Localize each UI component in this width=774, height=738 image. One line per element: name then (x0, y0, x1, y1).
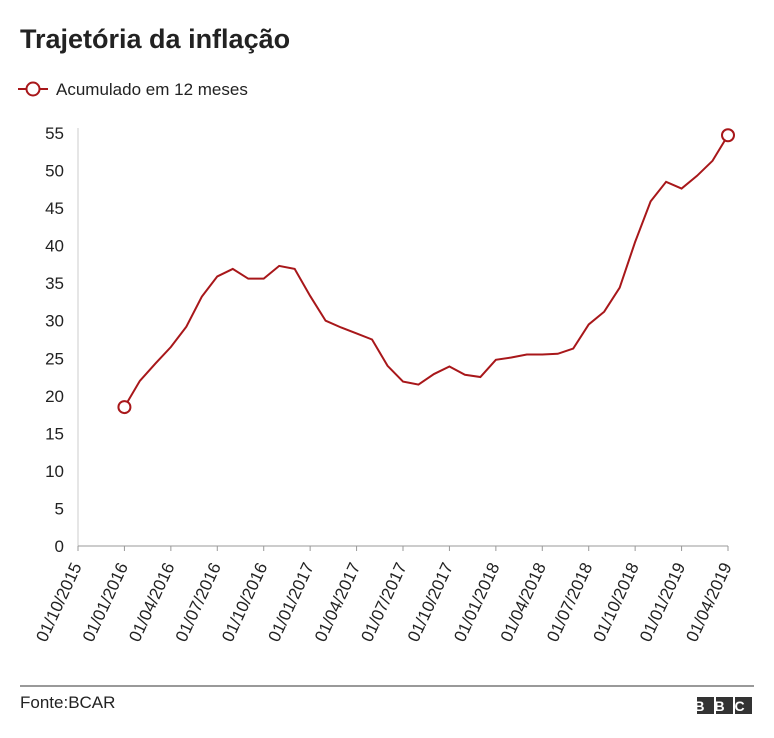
end-marker (721, 128, 735, 143)
x-tick-label: 01/04/2016 (125, 560, 178, 645)
chart-title: Trajetória da inflação (20, 24, 290, 54)
x-tick-label: 01/01/2019 (636, 560, 689, 645)
x-tick-label: 01/07/2016 (172, 560, 225, 645)
x-tick-label: 01/10/2017 (404, 560, 457, 645)
x-tick-label: 01/10/2015 (32, 560, 85, 645)
source: Fonte:BCAR (20, 693, 115, 712)
y-tick-label: 10 (45, 462, 64, 481)
y-tick-label: 5 (55, 499, 64, 518)
series-line (123, 134, 729, 408)
legend-marker (25, 81, 41, 97)
legend-label: Acumulado em 12 meses (56, 80, 248, 99)
logo-box (697, 697, 714, 714)
y-tick-label: 45 (45, 199, 64, 218)
x-tick-label: 01/10/2018 (590, 560, 643, 645)
y-tick-label: 30 (45, 312, 64, 331)
x-tick-label: 01/01/2016 (79, 560, 132, 645)
x-tick-label: 01/01/2018 (450, 560, 503, 645)
x-tick-label: 01/07/2018 (543, 560, 596, 645)
x-tick-label: 01/07/2017 (357, 560, 410, 645)
x-tick-label: 01/10/2016 (218, 560, 271, 645)
y-tick-label: 0 (55, 537, 64, 556)
x-tick-label: 01/04/2017 (311, 560, 364, 645)
x-tick-label: 01/04/2018 (497, 560, 550, 645)
y-tick-label: 20 (45, 387, 64, 406)
logo-box (735, 697, 752, 714)
y-tick-label: 40 (45, 237, 64, 256)
logo-text: BBC (694, 698, 754, 714)
y-tick-label: 25 (45, 349, 64, 368)
y-tick-label: 50 (45, 162, 64, 181)
x-tick-label: 01/04/2019 (682, 560, 735, 645)
y-tick-label: 15 (45, 424, 64, 443)
logo: BBC (694, 697, 754, 714)
logo-box (716, 697, 733, 714)
end-marker (117, 400, 132, 415)
legend: Acumulado em 12 meses (18, 80, 248, 99)
y-tick-label: 35 (45, 274, 64, 293)
y-tick-label: 55 (45, 124, 64, 143)
x-tick-label: 01/01/2017 (265, 560, 318, 645)
